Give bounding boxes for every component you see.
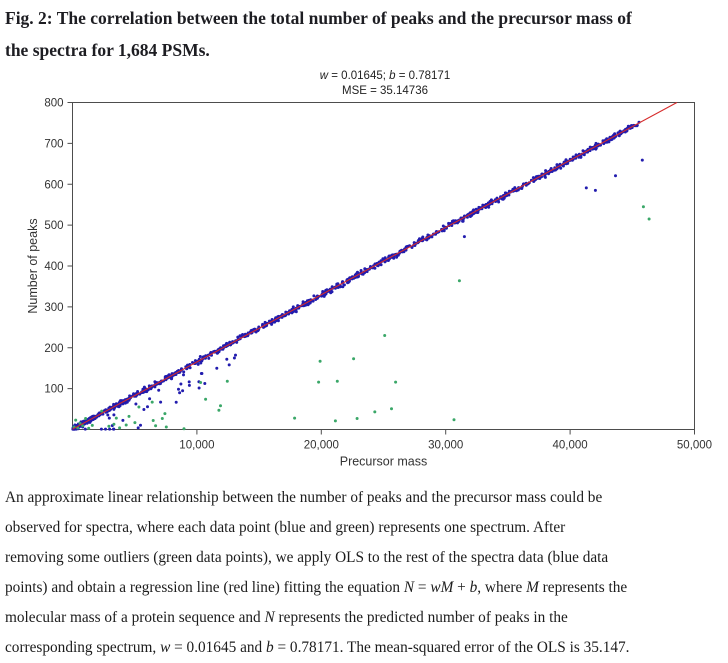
scatter-plot: w = 0.01645; b = 0.78171 MSE = 35.14736 10… [26,70,712,469]
caption-line: corresponding spectrum, w = 0.01645 and … [5,639,630,656]
figure-caption: An approximate linear relationship betwe… [5,483,725,663]
caption-line: molecular mass of a protein sequence and… [5,609,568,626]
x-axis-label: Precursor mass [340,455,428,469]
x-tick-label: 10,000 [179,440,214,452]
y-tick-label: 200 [44,343,63,355]
y-tick-label: 700 [44,138,63,150]
caption-line: observed for spectra, where each data po… [5,519,566,536]
x-tick-label: 20,000 [304,440,339,452]
green-points-layer [72,205,651,431]
figure-heading-line1: Fig. 2: The correlation between the tota… [5,8,632,28]
y-tick-label: 300 [44,302,63,314]
regression-line [72,102,678,430]
plot-title: w = 0.01645; b = 0.78171 [320,70,450,82]
y-tick-label: 500 [44,220,63,232]
caption-line: points) and obtain a regression line (re… [5,579,628,596]
figure-heading-line2: the spectra for 1,684 PSMs. [5,40,210,60]
y-tick-label: 600 [44,179,63,191]
scatter-plot-container: w = 0.01645; b = 0.78171 MSE = 35.14736 10… [26,70,712,469]
caption-line: removing some outliers (green data point… [5,549,609,566]
x-tick-label: 40,000 [553,440,588,452]
plot-subtitle: MSE = 35.14736 [342,85,428,97]
x-tick-label: 50,000 [677,440,712,452]
y-tick-label: 100 [44,384,63,396]
y-tick-label: 400 [44,261,63,273]
x-tick-label: 30,000 [428,440,463,452]
y-tick-label: 800 [44,98,63,110]
caption-line: An approximate linear relationship betwe… [5,489,603,506]
y-axis-label: Number of peaks [26,218,40,313]
